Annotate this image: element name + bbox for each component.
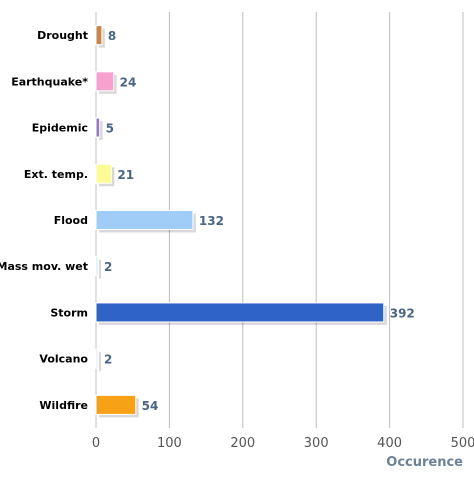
category-label: Wildfire [39,399,88,412]
category-label: Storm [50,306,88,319]
bars [95,25,387,418]
category-label: Earthquake* [11,75,88,88]
data-label: 392 [390,306,415,320]
category-label: Epidemic [32,122,88,135]
category-labels: Drought Earthquake* Epidemic Ext. temp. Floo… [0,29,88,412]
bar [95,348,99,369]
bar [95,394,137,415]
x-tick-label: 200 [230,436,255,451]
x-axis-ticks: 0 100 200 300 400 500 [92,436,474,451]
bar-shadow [99,352,101,372]
data-label: 8 [108,29,116,43]
bar [95,302,385,323]
x-tick-label: 500 [451,436,474,451]
bar [95,71,115,92]
data-label: 24 [120,75,137,89]
bar [95,117,101,138]
bar [95,210,194,230]
bar-shadow [99,259,101,279]
data-label: 21 [117,168,134,182]
category-label: Flood [54,214,88,227]
category-label: Volcano [39,353,88,366]
data-label: 132 [199,214,224,228]
data-label: 2 [104,260,112,274]
x-tick-label: 400 [377,436,402,451]
category-label: Drought [37,29,88,42]
data-label: 2 [104,353,112,367]
data-label: 54 [142,399,159,413]
data-label: 5 [106,122,114,136]
category-label: Mass mov. wet [0,260,88,273]
category-label: Ext. temp. [24,168,88,181]
bar [95,163,112,184]
data-labels: 8 24 5 21 132 2 392 2 54 [104,29,415,413]
bar [95,256,99,277]
x-tick-label: 300 [304,436,329,451]
bar [95,25,103,46]
x-axis-title: Occurence [386,455,463,470]
bar-shadow [99,121,103,141]
x-tick-label: 0 [92,436,100,451]
x-tick-label: 100 [157,436,182,451]
